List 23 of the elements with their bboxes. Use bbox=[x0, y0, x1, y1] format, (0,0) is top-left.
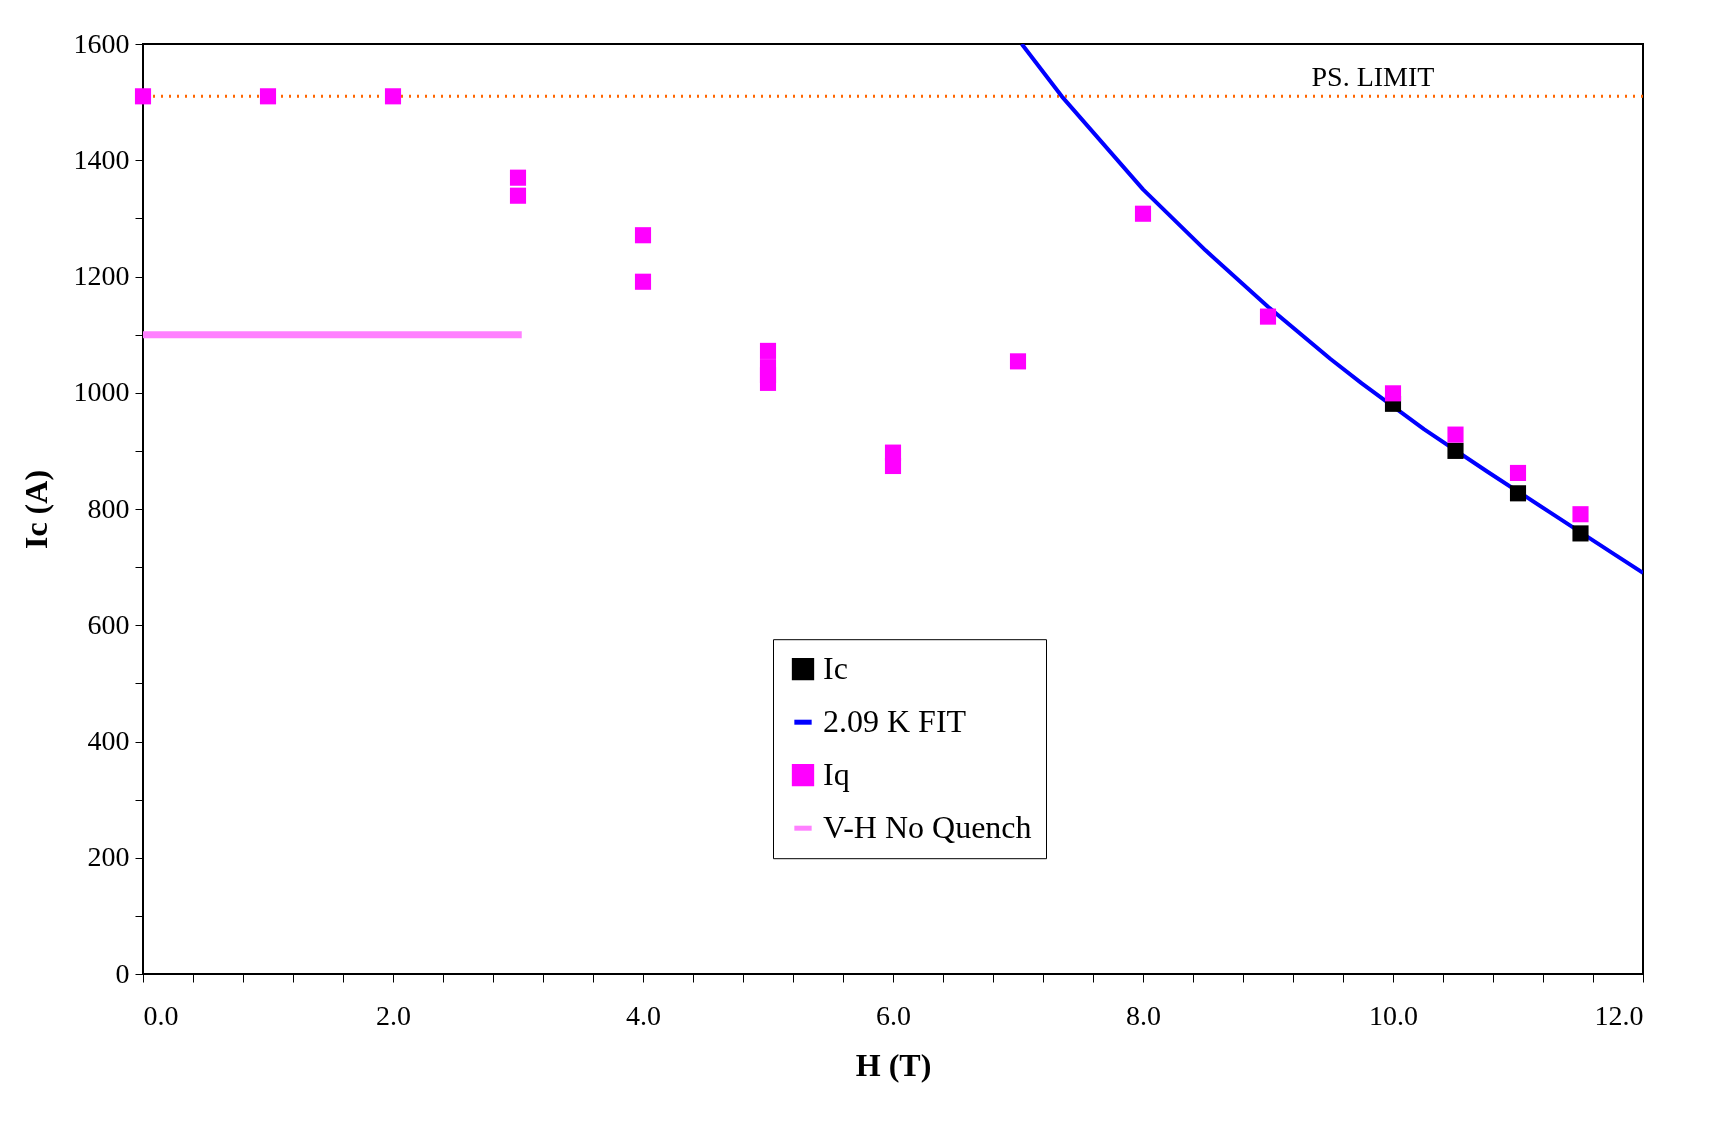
legend-label: 2.09 K FIT bbox=[823, 703, 967, 740]
y-axis-title: Ic (A) bbox=[17, 469, 54, 550]
x-tick-label: 10.0 bbox=[1369, 999, 1418, 1031]
legend-label: Ic bbox=[823, 650, 848, 687]
legend-label: Iq bbox=[823, 756, 850, 793]
y-tick-label: 200 bbox=[87, 841, 130, 873]
y-tick-label: 400 bbox=[87, 725, 130, 756]
ref-line-label: PS. LIMIT bbox=[1311, 61, 1435, 93]
y-tick-label: 1200 bbox=[73, 260, 130, 291]
x-tick-label: 8.0 bbox=[1126, 999, 1161, 1031]
x-axis-title: H (T) bbox=[855, 1046, 932, 1083]
x-tick-label: 4.0 bbox=[626, 999, 661, 1031]
legend-label: V-H No Quench bbox=[823, 809, 1032, 846]
x-tick-label: 2.0 bbox=[376, 999, 411, 1031]
y-tick-label: 0 bbox=[115, 957, 130, 989]
y-tick-label: 1400 bbox=[73, 143, 130, 175]
y-tick-label: 1000 bbox=[73, 376, 130, 408]
x-tick-label: 12.0 bbox=[1594, 999, 1644, 1031]
y-tick-label: 800 bbox=[87, 492, 130, 524]
y-tick-label: 600 bbox=[87, 608, 130, 640]
y-tick-label: 1600 bbox=[73, 27, 130, 59]
x-tick-label: 0.0 bbox=[143, 999, 179, 1031]
x-tick-label: 6.0 bbox=[876, 999, 911, 1031]
